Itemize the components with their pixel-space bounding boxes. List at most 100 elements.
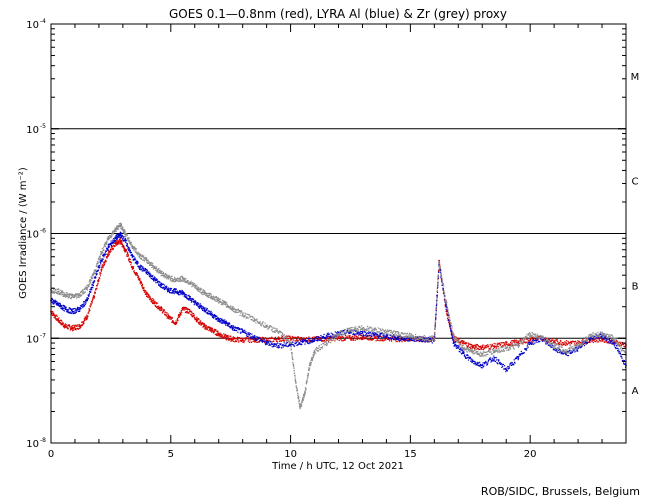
data-point: [143, 259, 145, 261]
data-point: [315, 346, 318, 349]
data-point: [484, 347, 487, 349]
data-point: [54, 289, 56, 291]
data-point: [105, 242, 107, 244]
data-point: [514, 362, 516, 364]
data-point: [177, 280, 180, 283]
data-point: [256, 318, 258, 320]
data-point: [527, 346, 529, 348]
data-point: [317, 340, 319, 342]
data-point: [546, 342, 548, 344]
data-point: [283, 340, 285, 342]
data-point: [594, 338, 596, 340]
data-point: [190, 310, 192, 312]
data-point: [82, 304, 84, 306]
data-point: [125, 241, 127, 244]
data-point: [242, 315, 244, 317]
data-point: [276, 329, 279, 331]
data-point: [187, 307, 189, 310]
data-point: [138, 267, 141, 269]
data-point: [136, 262, 139, 264]
data-point: [515, 357, 517, 359]
data-point: [119, 238, 122, 240]
data-point: [137, 254, 139, 256]
data-point: [621, 356, 623, 358]
data-point: [282, 346, 284, 348]
data-point: [75, 311, 77, 313]
data-point: [150, 297, 152, 300]
data-point: [320, 347, 322, 349]
data-point: [435, 310, 437, 312]
data-point: [68, 312, 70, 314]
data-point: [138, 279, 141, 281]
data-point: [216, 333, 219, 335]
data-point: [469, 357, 471, 359]
data-point: [569, 344, 571, 346]
data-point: [291, 343, 294, 346]
data-point: [81, 321, 83, 323]
data-point: [327, 337, 329, 339]
data-point: [119, 236, 121, 238]
data-point: [599, 334, 601, 336]
data-point: [597, 336, 599, 339]
data-point: [345, 335, 347, 337]
data-point: [335, 336, 338, 338]
data-point: [118, 239, 121, 241]
data-point: [162, 311, 164, 313]
data-point: [182, 294, 184, 296]
data-point: [243, 314, 245, 317]
data-point: [329, 336, 332, 339]
data-point: [254, 335, 256, 337]
data-point: [197, 290, 199, 292]
data-point: [301, 400, 303, 402]
data-point: [169, 277, 171, 279]
data-point: [128, 258, 130, 260]
data-point: [213, 331, 215, 333]
data-point: [446, 307, 448, 309]
data-point: [577, 350, 579, 352]
data-point: [566, 344, 568, 346]
data-point: [69, 325, 71, 327]
data-point: [392, 335, 394, 337]
data-point: [245, 331, 247, 333]
data-point: [431, 337, 433, 339]
data-point: [81, 291, 83, 293]
data-point: [267, 342, 269, 344]
data-point: [336, 339, 338, 341]
data-point: [446, 313, 448, 315]
data-point: [357, 338, 359, 340]
data-point: [272, 346, 275, 348]
data-point: [322, 340, 324, 342]
data-point: [222, 336, 225, 338]
data-point: [607, 341, 610, 343]
data-point: [246, 335, 249, 338]
data-point: [104, 242, 106, 244]
data-point: [129, 242, 131, 244]
data-point: [358, 326, 360, 329]
data-point: [545, 341, 548, 343]
data-point: [493, 355, 495, 357]
data-point: [190, 297, 192, 300]
data-point: [192, 283, 194, 286]
data-point: [450, 329, 453, 332]
data-point: [128, 247, 131, 249]
data-point: [78, 308, 81, 310]
data-point: [361, 332, 364, 334]
data-point: [559, 341, 561, 344]
data-point: [59, 305, 61, 307]
data-point: [405, 338, 407, 340]
data-point: [569, 341, 572, 344]
data-point: [345, 330, 348, 332]
data-point: [437, 278, 439, 280]
data-point: [480, 367, 482, 369]
data-point: [283, 344, 285, 346]
data-point: [52, 314, 54, 317]
data-point: [229, 305, 231, 308]
data-point: [180, 290, 182, 292]
data-point: [82, 323, 84, 325]
data-point: [187, 295, 189, 297]
data-point: [103, 249, 105, 251]
data-point: [458, 347, 460, 349]
data-point: [310, 362, 312, 364]
data-point: [404, 340, 406, 342]
data-point: [122, 226, 124, 229]
